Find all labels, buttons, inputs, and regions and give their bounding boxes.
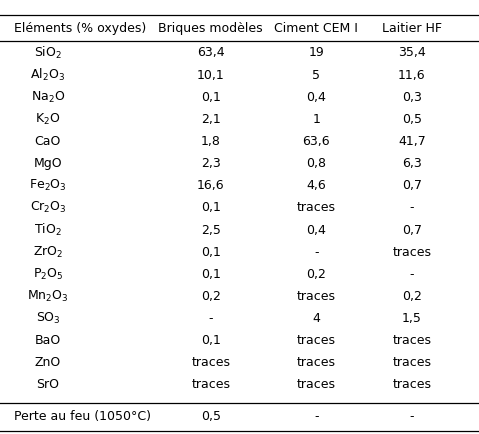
Text: -: - (410, 410, 414, 423)
Text: ZrO$_2$: ZrO$_2$ (33, 245, 63, 260)
Text: SrO: SrO (36, 378, 59, 391)
Text: Eléments (% oxydes): Eléments (% oxydes) (14, 22, 147, 35)
Text: P$_2$O$_5$: P$_2$O$_5$ (33, 267, 63, 282)
Text: 1,5: 1,5 (402, 312, 422, 325)
Text: ZnO: ZnO (35, 356, 61, 369)
Text: traces: traces (191, 356, 230, 369)
Text: 4,6: 4,6 (306, 179, 326, 192)
Text: Briques modèles: Briques modèles (159, 22, 263, 35)
Text: Al$_2$O$_3$: Al$_2$O$_3$ (31, 67, 65, 83)
Text: SiO$_2$: SiO$_2$ (34, 45, 62, 61)
Text: 11,6: 11,6 (398, 69, 426, 82)
Text: 0,1: 0,1 (201, 91, 221, 104)
Text: 0,2: 0,2 (402, 290, 422, 303)
Text: -: - (410, 268, 414, 281)
Text: 2,3: 2,3 (201, 157, 221, 170)
Text: 0,7: 0,7 (402, 224, 422, 237)
Text: -: - (314, 410, 319, 423)
Text: Cr$_2$O$_3$: Cr$_2$O$_3$ (30, 201, 66, 215)
Text: 0,3: 0,3 (402, 91, 422, 104)
Text: traces: traces (392, 246, 432, 259)
Text: traces: traces (297, 201, 336, 214)
Text: Laitier HF: Laitier HF (382, 22, 442, 35)
Text: Na$_2$O: Na$_2$O (31, 90, 65, 105)
Text: 0,1: 0,1 (201, 246, 221, 259)
Text: 63,4: 63,4 (197, 46, 225, 59)
Text: traces: traces (392, 334, 432, 347)
Text: 0,4: 0,4 (306, 224, 326, 237)
Text: 41,7: 41,7 (398, 135, 426, 148)
Text: Fe$_2$O$_3$: Fe$_2$O$_3$ (29, 178, 67, 193)
Text: BaO: BaO (35, 334, 61, 347)
Text: 0,5: 0,5 (201, 410, 221, 423)
Text: 0,5: 0,5 (402, 113, 422, 126)
Text: traces: traces (297, 290, 336, 303)
Text: 4: 4 (312, 312, 320, 325)
Text: 1: 1 (312, 113, 320, 126)
Text: 0,1: 0,1 (201, 334, 221, 347)
Text: traces: traces (297, 334, 336, 347)
Text: Perte au feu (1050°C): Perte au feu (1050°C) (14, 410, 151, 423)
Text: MgO: MgO (34, 157, 62, 170)
Text: 6,3: 6,3 (402, 157, 422, 170)
Text: -: - (314, 246, 319, 259)
Text: 0,2: 0,2 (306, 268, 326, 281)
Text: -: - (410, 201, 414, 214)
Text: traces: traces (297, 356, 336, 369)
Text: -: - (208, 312, 213, 325)
Text: traces: traces (297, 378, 336, 391)
Text: 2,1: 2,1 (201, 113, 221, 126)
Text: traces: traces (392, 378, 432, 391)
Text: Ciment CEM I: Ciment CEM I (274, 22, 358, 35)
Text: 5: 5 (312, 69, 320, 82)
Text: K$_2$O: K$_2$O (35, 112, 60, 127)
Text: 19: 19 (308, 46, 324, 59)
Text: 0,1: 0,1 (201, 201, 221, 214)
Text: 10,1: 10,1 (197, 69, 225, 82)
Text: TiO$_2$: TiO$_2$ (34, 222, 62, 238)
Text: 2,5: 2,5 (201, 224, 221, 237)
Text: SO$_3$: SO$_3$ (35, 311, 60, 326)
Text: 0,1: 0,1 (201, 268, 221, 281)
Text: 0,2: 0,2 (201, 290, 221, 303)
Text: CaO: CaO (34, 135, 61, 148)
Text: 0,7: 0,7 (402, 179, 422, 192)
Text: traces: traces (392, 356, 432, 369)
Text: traces: traces (191, 378, 230, 391)
Text: 63,6: 63,6 (302, 135, 330, 148)
Text: 0,8: 0,8 (306, 157, 326, 170)
Text: 0,4: 0,4 (306, 91, 326, 104)
Text: 16,6: 16,6 (197, 179, 225, 192)
Text: 1,8: 1,8 (201, 135, 221, 148)
Text: 35,4: 35,4 (398, 46, 426, 59)
Text: Mn$_2$O$_3$: Mn$_2$O$_3$ (27, 289, 68, 304)
